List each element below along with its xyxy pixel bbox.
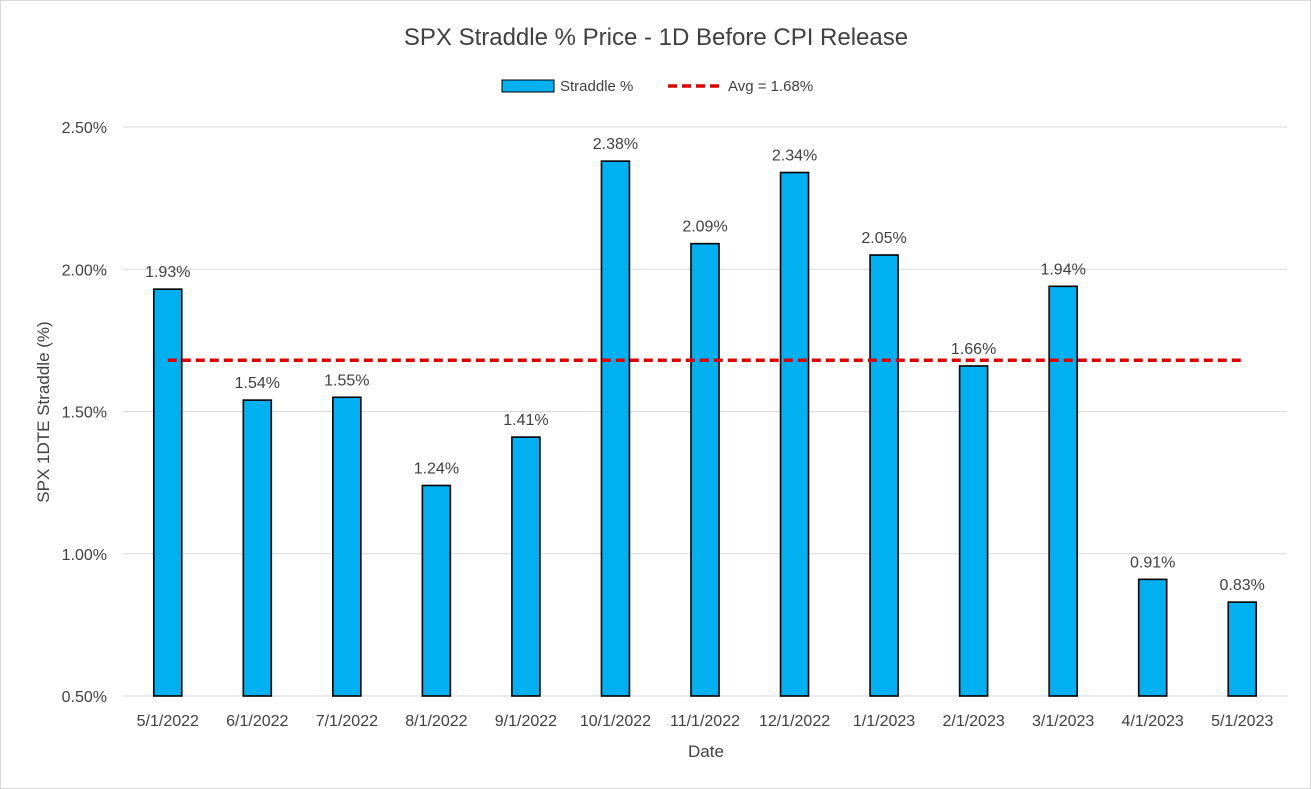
x-tick-label: 11/1/2022: [670, 713, 740, 730]
data-label: 2.05%: [861, 230, 906, 247]
y-tick-label: 0.50%: [62, 689, 107, 706]
legend-label-straddle: Straddle %: [560, 78, 633, 95]
y-tick-label: 2.00%: [62, 262, 107, 279]
data-label: 0.91%: [1130, 554, 1175, 571]
bar: [1137, 578, 1168, 697]
bar: [958, 365, 989, 697]
y-axis-title: SPX 1DTE Straddle (%): [34, 321, 53, 502]
x-axis-title: Date: [688, 742, 724, 761]
data-label: 1.24%: [414, 460, 459, 477]
data-label: 1.41%: [503, 412, 548, 429]
bar: [332, 396, 362, 697]
x-tick-label: 9/1/2022: [495, 713, 557, 730]
x-tick-label: 12/1/2022: [759, 713, 830, 730]
bar: [690, 242, 720, 697]
x-tick-label: 5/1/2023: [1211, 713, 1273, 730]
y-tick-label: 1.50%: [62, 405, 107, 422]
data-label: 2.34%: [772, 148, 817, 165]
data-label: 0.83%: [1220, 577, 1265, 594]
bar: [1048, 285, 1078, 697]
data-label: 1.94%: [1040, 261, 1085, 278]
bar: [869, 254, 899, 697]
chart-title: SPX Straddle % Price - 1D Before CPI Rel…: [404, 24, 908, 51]
x-tick-label: 7/1/2022: [316, 713, 378, 730]
x-tick-label: 1/1/2023: [853, 713, 915, 730]
x-tick-label: 5/1/2022: [137, 713, 199, 730]
data-labels: 1.93% 1.54% 1.55% 1.24% 1.41% 2.38% 2.09% 2.34%…: [145, 136, 1265, 594]
bars: [152, 160, 1258, 697]
bar: [511, 436, 541, 697]
data-label: 1.66%: [951, 341, 996, 358]
data-label: 1.54%: [235, 375, 280, 392]
x-tick-label: 8/1/2022: [405, 713, 467, 730]
bar: [1227, 601, 1258, 697]
x-tick-label: 4/1/2023: [1122, 713, 1184, 730]
x-tick-label: 2/1/2023: [942, 713, 1004, 730]
legend: Straddle % Avg = 1.68%: [501, 78, 813, 95]
x-axis-ticks: 5/1/2022 6/1/2022 7/1/2022 8/1/2022 9/1/2022…: [137, 713, 1274, 730]
bar: [152, 288, 183, 697]
bar: [421, 484, 452, 697]
y-tick-label: 2.50%: [62, 120, 107, 137]
bar: [600, 160, 631, 697]
y-tick-label: 1.00%: [62, 547, 107, 564]
x-tick-label: 10/1/2022: [580, 713, 651, 730]
y-axis-ticks: 0.50% 1.00% 1.50% 2.00% 2.50%: [62, 120, 107, 706]
x-tick-label: 3/1/2023: [1032, 713, 1094, 730]
legend-swatch-straddle: [501, 79, 555, 93]
data-label: 2.09%: [682, 219, 727, 236]
legend-label-avg: Avg = 1.68%: [728, 78, 813, 95]
data-label: 2.38%: [593, 136, 638, 153]
bar: [779, 171, 810, 697]
x-tick-label: 6/1/2022: [226, 713, 288, 730]
bar: [242, 399, 273, 697]
data-label: 1.55%: [324, 372, 369, 389]
data-label: 1.93%: [145, 264, 190, 281]
